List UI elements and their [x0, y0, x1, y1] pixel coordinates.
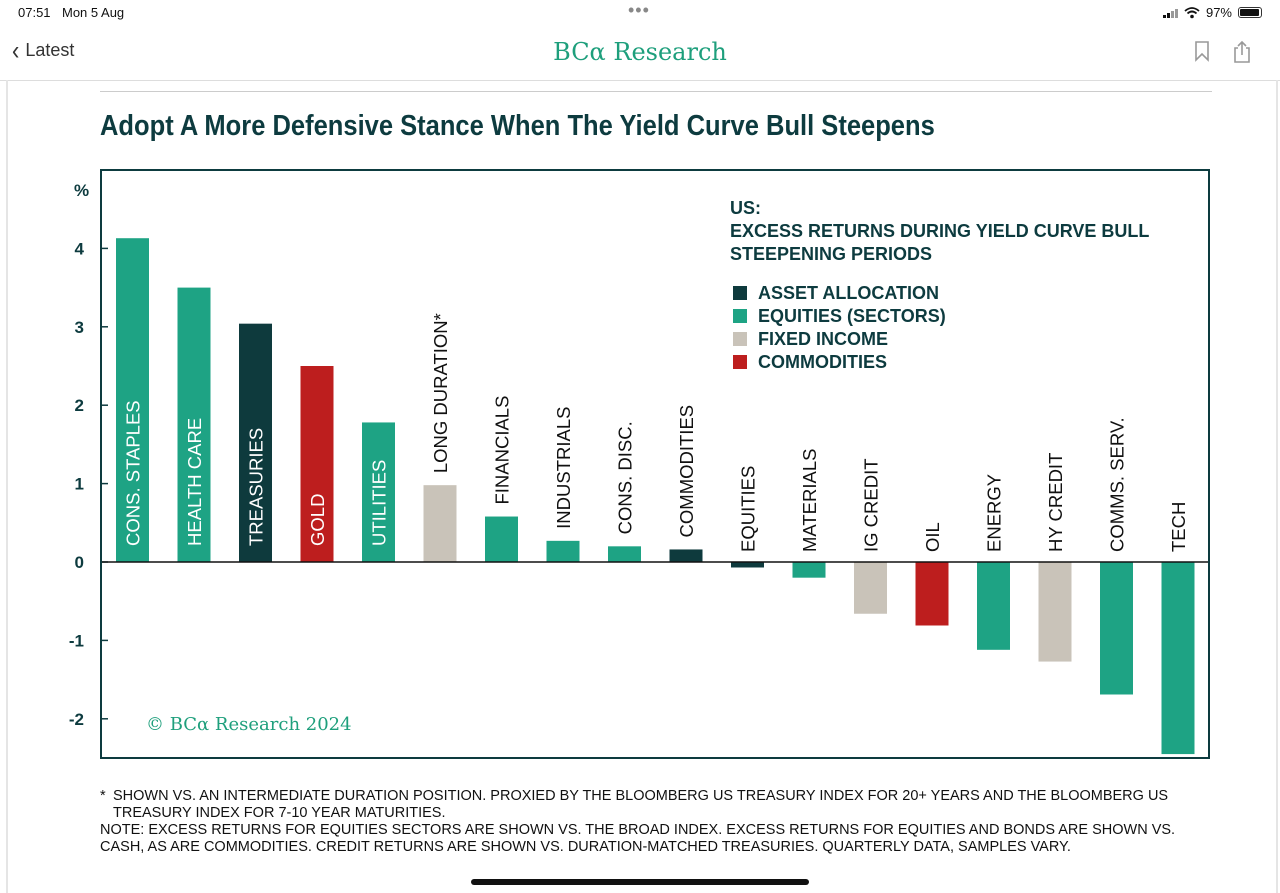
bar-label: COMMODITIES	[676, 405, 697, 538]
bar-label: CONS. STAPLES	[123, 400, 144, 546]
bar	[669, 549, 703, 562]
legend-label: EQUITIES (SECTORS)	[758, 306, 946, 326]
legend-title-line: STEEPENING PERIODS	[730, 244, 932, 264]
y-tick-label: 2	[75, 396, 84, 415]
bar-label: OIL	[922, 522, 943, 552]
bar	[731, 562, 764, 568]
multitask-dots-icon[interactable]: •••	[628, 0, 650, 20]
bar-label: CONS. DISC.	[615, 421, 636, 534]
battery-percent: 97%	[1205, 5, 1232, 20]
bar	[977, 562, 1010, 650]
y-axis: % -2 -1 0 1 2 3 4	[69, 181, 108, 729]
bar-label: COMMS. SERV.	[1107, 417, 1128, 552]
bars	[116, 238, 1195, 755]
nav-actions	[1194, 40, 1252, 64]
share-icon[interactable]	[1232, 40, 1252, 64]
bar-label: TECH	[1168, 502, 1189, 552]
status-time: 07:51	[18, 5, 51, 20]
battery-icon	[1238, 7, 1262, 18]
bar-label: EQUITIES	[738, 466, 759, 552]
bar-label: LONG DURATION*	[430, 313, 451, 473]
bar-label: UTILITIES	[369, 460, 390, 546]
back-button[interactable]: ‹ Latest	[12, 34, 75, 65]
bar	[485, 516, 518, 562]
legend-swatch	[733, 332, 747, 346]
left-edge-divider	[6, 80, 8, 893]
footnote: * SHOWN VS. AN INTERMEDIATE DURATION POS…	[100, 788, 1210, 856]
legend-swatch	[733, 309, 747, 323]
bar-label: HEALTH CARE	[184, 418, 205, 546]
legend-label: ASSET ALLOCATION	[758, 283, 939, 303]
bar-label: GOLD	[307, 494, 328, 546]
footnote-note: NOTE: EXCESS RETURNS FOR EQUITIES SECTOR…	[100, 822, 1176, 855]
bar-label: HY CREDIT	[1045, 453, 1066, 552]
status-bar: 07:51 Mon 5 Aug ••• 97%	[0, 0, 1280, 26]
y-tick-label: -1	[69, 631, 84, 650]
chart-title: Adopt A More Defensive Stance When The Y…	[100, 110, 935, 142]
right-edge-divider	[1276, 80, 1278, 893]
bar	[608, 546, 641, 562]
bar	[362, 422, 395, 562]
status-indicators: 97%	[1162, 5, 1262, 20]
chevron-left-icon: ‹	[12, 34, 20, 65]
cellular-signal-icon	[1162, 8, 1178, 18]
header-divider	[100, 91, 1212, 92]
bar	[300, 366, 334, 562]
legend-label: FIXED INCOME	[758, 329, 888, 349]
bookmark-icon[interactable]	[1194, 40, 1210, 62]
brand-logo: BCα Research	[553, 38, 727, 66]
bar-label: MATERIALS	[799, 449, 820, 552]
bar	[239, 323, 272, 562]
legend-swatch	[733, 286, 747, 300]
footnote-marker: *	[100, 788, 106, 804]
bar	[177, 287, 211, 562]
bar-label: ENERGY	[984, 474, 1005, 552]
bar	[546, 540, 580, 562]
bar	[1038, 562, 1072, 662]
y-tick-label: -2	[69, 710, 84, 729]
nav-bar: ‹ Latest BCα Research	[0, 26, 1280, 81]
y-tick-label: 1	[75, 475, 84, 494]
legend-label: COMMODITIES	[758, 352, 887, 372]
y-tick-label: 3	[75, 318, 84, 337]
bar-label: IG CREDIT	[861, 458, 882, 552]
bar	[116, 238, 149, 562]
y-tick-label: 4	[75, 239, 85, 258]
legend-swatch	[733, 355, 747, 369]
status-date: Mon 5 Aug	[62, 5, 125, 20]
legend-title-line: US:	[730, 198, 761, 218]
footnote-asterisk: * SHOWN VS. AN INTERMEDIATE DURATION POS…	[100, 788, 1210, 822]
y-tick-label: 0	[75, 553, 84, 572]
bar-chart: % -2 -1 0 1 2 3 4 CONS. STAPLES HEALTH CARE TREAS…	[69, 169, 1210, 759]
bar	[423, 485, 457, 562]
plot-frame	[100, 169, 1210, 759]
bar	[1161, 562, 1195, 755]
bar-label: INDUSTRIALS	[553, 407, 574, 529]
footnote-text: SHOWN VS. AN INTERMEDIATE DURATION POSIT…	[113, 788, 1169, 821]
bar	[854, 562, 887, 614]
bar-label: FINANCIALS	[492, 396, 513, 505]
bar-label: TREASURIES	[246, 428, 267, 546]
wifi-icon	[1184, 6, 1200, 18]
bar-labels: CONS. STAPLES HEALTH CARE TREASURIES GOLD UT…	[123, 313, 1190, 552]
legend: US: EXCESS RETURNS DURING YIELD CURVE BUL…	[730, 198, 1149, 372]
home-indicator[interactable]	[471, 879, 809, 885]
bar	[792, 562, 826, 578]
y-axis-unit: %	[74, 181, 89, 200]
bar	[1100, 562, 1133, 695]
chart-copyright: © BCα Research 2024	[146, 714, 352, 735]
legend-title-line: EXCESS RETURNS DURING YIELD CURVE BULL	[730, 221, 1149, 241]
back-label: Latest	[25, 40, 75, 60]
bar	[915, 562, 949, 626]
